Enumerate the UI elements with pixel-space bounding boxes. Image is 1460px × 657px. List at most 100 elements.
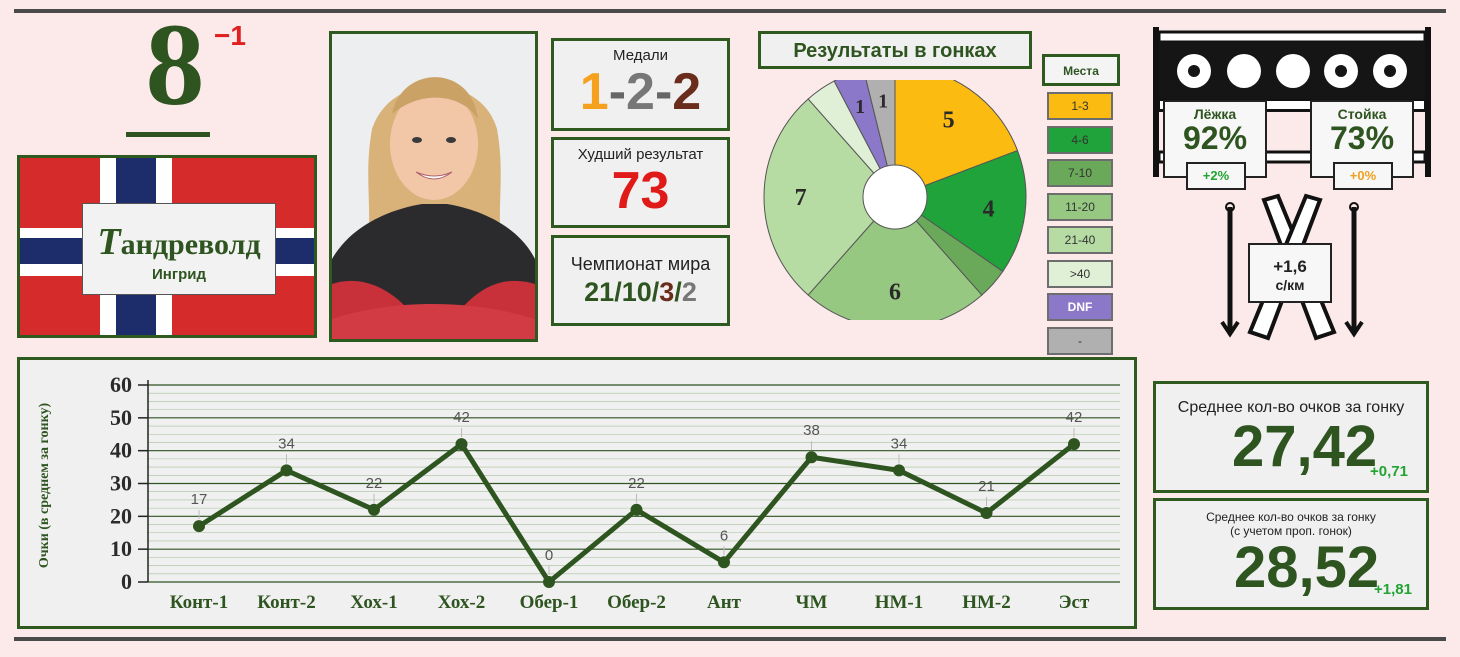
y-tick-label: 40 [110, 438, 132, 463]
data-label: 0 [545, 547, 553, 564]
data-label: 17 [191, 491, 208, 508]
athlete-first-name: Ингрид [152, 266, 206, 283]
avg-points-adj-card: Среднее кол-во очков за гонку (с учетом … [1153, 498, 1429, 610]
legend-item: >40 [1047, 259, 1113, 288]
standing-label: Стойка [1337, 106, 1387, 122]
world-championship-card: Чемпионат мира 21/10/3/2 [551, 235, 730, 326]
pie-slice [807, 196, 983, 320]
norway-flag: Тандреволд Ингрид [17, 155, 317, 338]
y-tick-label: 10 [110, 536, 132, 561]
results-pie-chart: 5 4 6 7 1 1 [763, 80, 1027, 320]
legend-item: 1-3 [1047, 92, 1113, 120]
avg-adj-label2: (с учетом проп. гонок) [1230, 524, 1352, 538]
data-label: 42 [453, 409, 470, 426]
rank-underline [126, 132, 210, 137]
data-label: 38 [803, 422, 820, 439]
pie-title: Результаты в гонках [758, 31, 1032, 69]
data-point [1068, 438, 1080, 451]
x-tick-label: ЧМ [796, 592, 828, 613]
bronze-count: 2 [672, 63, 702, 121]
prone-label: Лёжка [1193, 106, 1237, 122]
legend-item: 11-20 [1047, 192, 1113, 221]
pie-slice-label: 5 [943, 107, 955, 133]
ski-value: +1,6 [1273, 257, 1307, 276]
pie-hole [862, 164, 928, 230]
name-plate: Тандреволд Ингрид [82, 203, 276, 295]
data-point [980, 507, 993, 520]
standing-delta-box: +0% [1333, 162, 1393, 190]
gold-count: 1 [579, 63, 609, 121]
y-tick-label: 20 [110, 503, 132, 528]
medals-value: 1-2-2 [579, 63, 702, 121]
data-label: 22 [366, 475, 383, 492]
y-tick-label: 30 [110, 471, 132, 496]
medals-label: Медали [613, 47, 668, 64]
x-tick-label: Хох-2 [438, 592, 486, 613]
data-label: 42 [1066, 409, 1083, 426]
x-tick-label: Ант [707, 592, 742, 613]
data-label: 22 [628, 475, 645, 492]
data-point [455, 438, 468, 451]
pie-slice [763, 98, 896, 296]
legend-item: 7-10 [1047, 159, 1113, 187]
avg-adj-label1: Среднее кол-во очков за гонку [1206, 510, 1376, 524]
legend-item: DNF [1047, 293, 1113, 321]
data-point [718, 556, 730, 569]
avg-adj-value: 28,52 [1234, 535, 1380, 600]
x-tick-label: Хох-1 [350, 592, 398, 613]
avg-points-delta: +0,71 [1370, 463, 1408, 480]
y-axis-label: Очки (в среднем за гонку) [37, 403, 52, 569]
worst-label: Худший результат [577, 146, 704, 163]
legend-title: Места [1042, 54, 1120, 86]
avg-adj-delta: +1,81 [1374, 581, 1412, 598]
data-point [193, 520, 205, 533]
pie-slice-label: 1 [878, 90, 888, 112]
prone-shooting-box: Лёжка 92% [1163, 100, 1267, 178]
silver-count: 2 [626, 63, 655, 121]
prone-delta-box: +2% [1186, 162, 1246, 190]
pie-slice-label: 7 [795, 185, 807, 211]
data-point [805, 451, 818, 464]
athlete-photo [329, 31, 538, 342]
x-tick-label: Эст [1059, 592, 1090, 613]
pie-slice-label: 1 [855, 96, 865, 118]
bottom-rule [14, 637, 1446, 641]
pie-slice-label: 4 [983, 196, 995, 222]
data-point [543, 576, 555, 588]
standing-delta: +0% [1349, 168, 1377, 183]
avg-points-card: Среднее кол-во очков за гонку 27,42 +0,7… [1153, 381, 1429, 493]
ski-speed-box: +1,6 с/км [1248, 243, 1332, 303]
x-tick-label: Конт-1 [170, 592, 228, 613]
rank-delta: −1 [214, 20, 246, 51]
data-label: 6 [720, 527, 728, 544]
medals-card: Медали 1-2-2 [551, 38, 730, 131]
x-tick-label: Обер-2 [607, 592, 666, 613]
data-label: 34 [891, 435, 908, 452]
avg-points-value: 27,42 [1232, 414, 1378, 479]
x-tick-label: Конт-2 [257, 592, 315, 613]
data-point [893, 464, 905, 477]
y-tick-label: 0 [121, 569, 132, 594]
y-tick-label: 60 [110, 372, 132, 397]
wc-value: 21/10/3/2 [584, 277, 697, 307]
legend-item: - [1047, 326, 1113, 355]
legend-item: 4-6 [1047, 125, 1113, 154]
pie-slice [894, 80, 1019, 198]
top-rule [14, 9, 1446, 13]
y-tick-label: 50 [110, 405, 132, 430]
athlete-surname: Тандреволд [97, 221, 261, 263]
data-point [280, 464, 293, 477]
wc-label: Чемпионат мира [570, 254, 711, 274]
worst-value: 73 [611, 162, 670, 220]
data-label: 21 [978, 478, 995, 495]
pie-slice [893, 149, 1027, 273]
x-tick-label: НМ-2 [962, 592, 1011, 613]
prone-delta: +2% [1202, 168, 1230, 183]
data-point [368, 503, 380, 516]
worst-result-card: Худший результат 73 [551, 137, 730, 228]
ski-unit: с/км [1275, 277, 1305, 293]
x-tick-label: Обер-1 [520, 592, 579, 613]
pie-slice-label: 6 [889, 279, 901, 305]
x-tick-label: НМ-1 [875, 592, 924, 613]
